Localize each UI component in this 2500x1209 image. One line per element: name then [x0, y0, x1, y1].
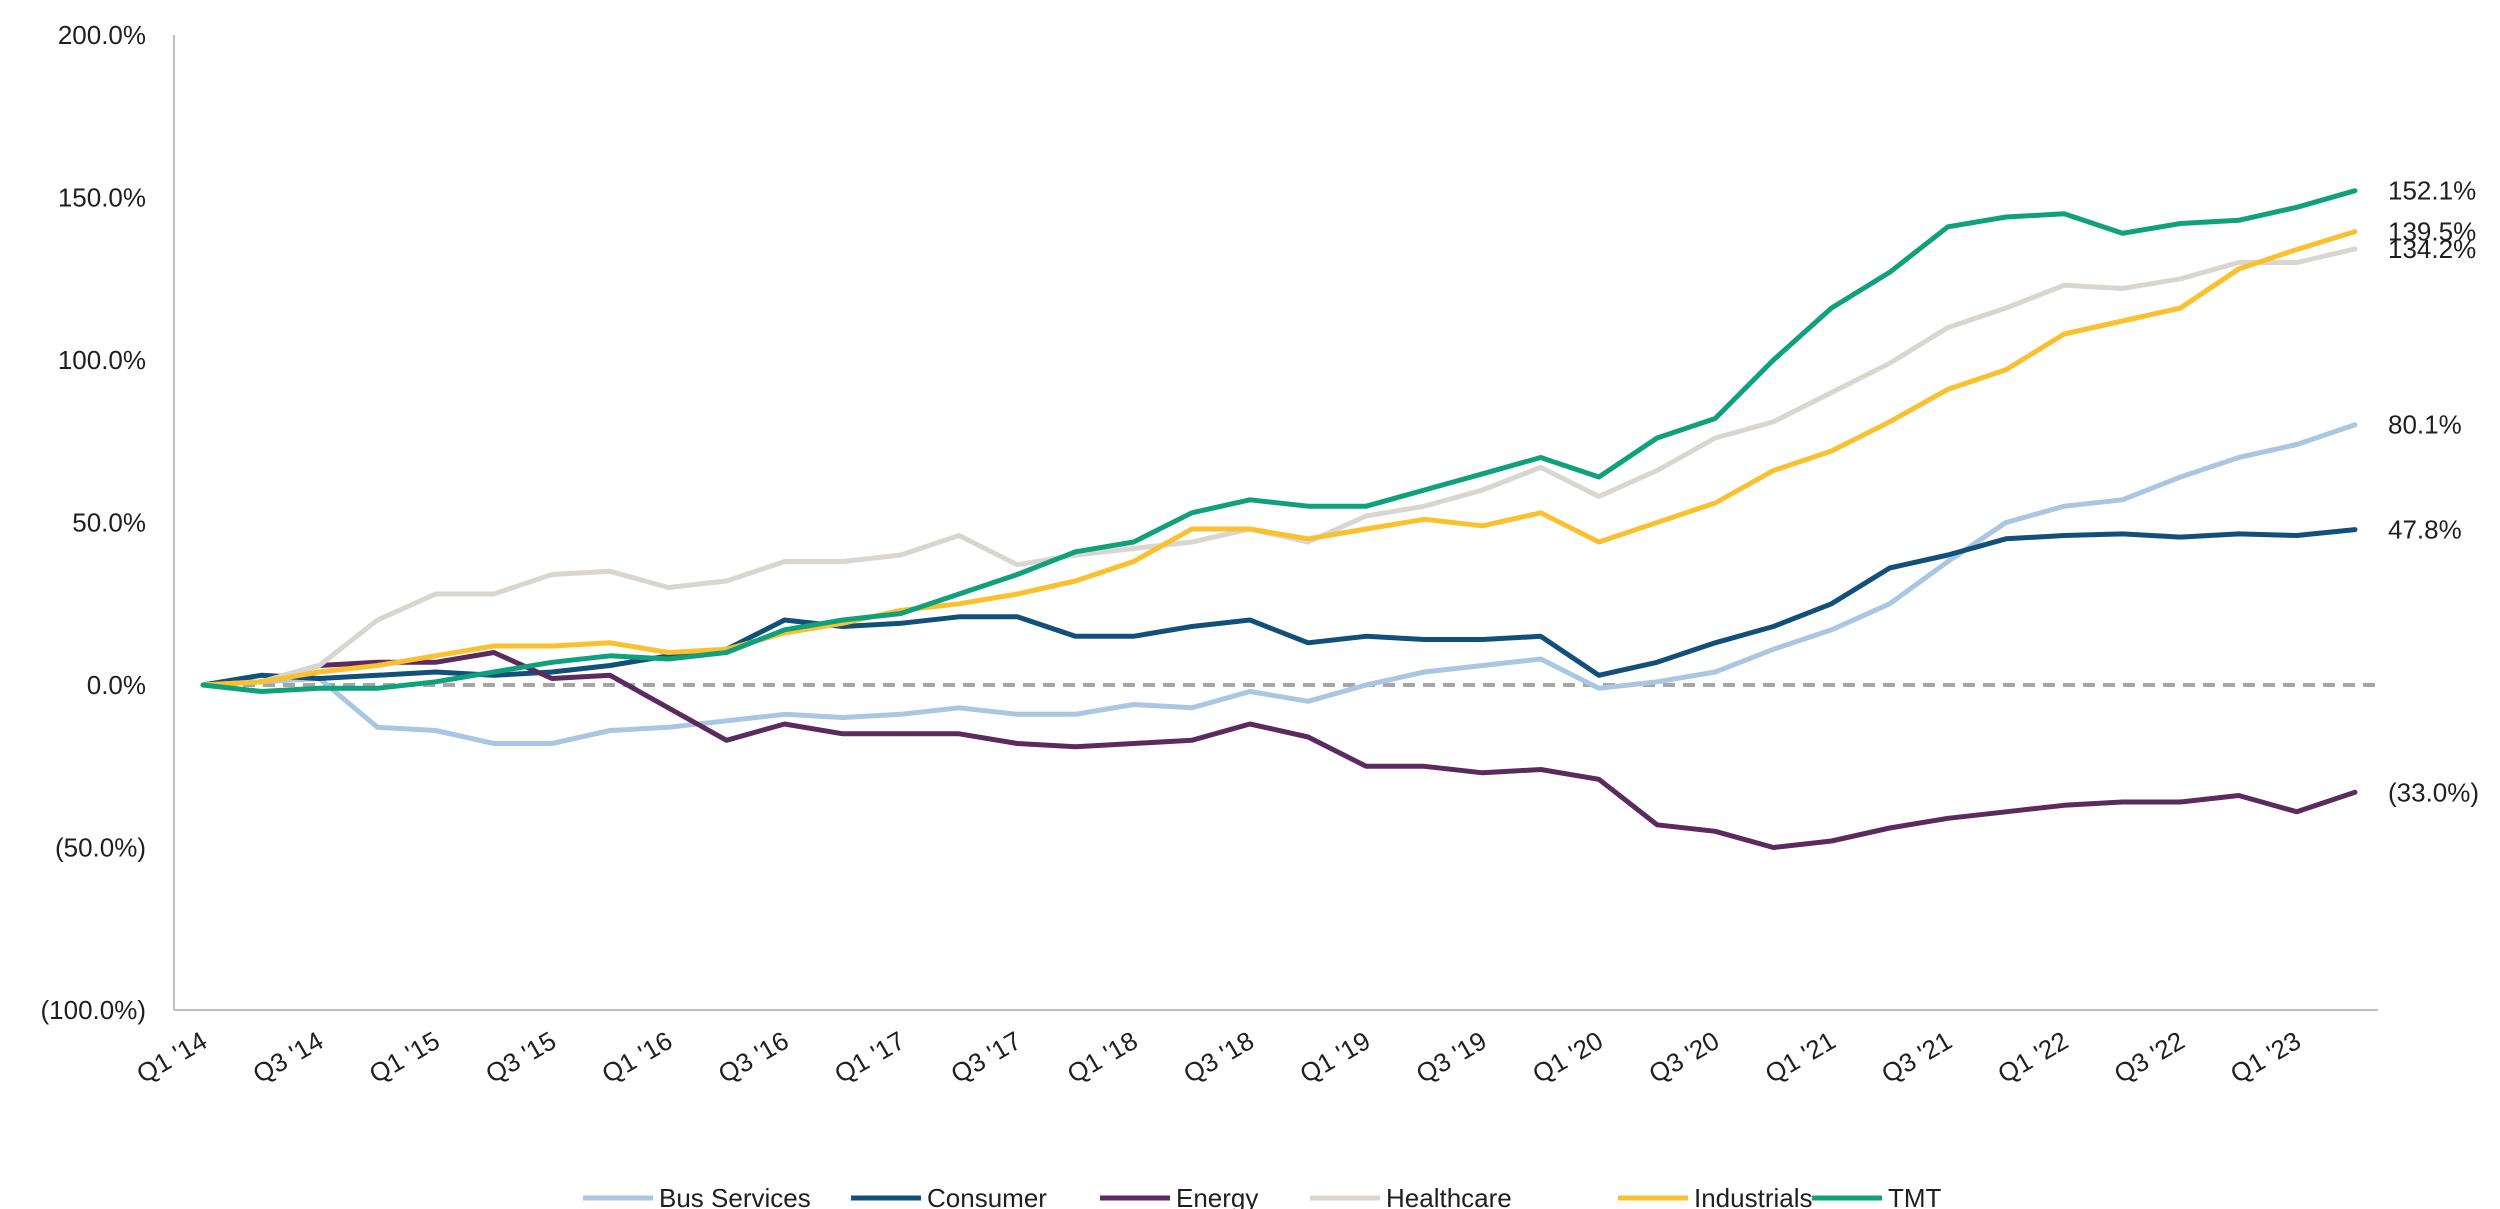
legend-label-healthcare: Healthcare — [1386, 1183, 1512, 1209]
x-tick-label: Q1 '14 — [131, 1025, 212, 1089]
x-tick-label: Q1 '20 — [1527, 1025, 1608, 1089]
x-tick-label: Q3 '20 — [1644, 1025, 1725, 1089]
end-label-consumer: 47.8% — [2388, 515, 2462, 545]
y-tick-label: 150.0% — [58, 183, 146, 213]
x-tick-label: Q3 '17 — [946, 1025, 1027, 1089]
x-tick-labels: Q1 '14 Q3 '14 Q1 '15 Q3 '15 Q1 '16 Q3 '16 Q1 '… — [131, 1025, 2305, 1089]
x-tick-label: Q1 '19 — [1295, 1025, 1376, 1089]
y-tick-label: 200.0% — [58, 20, 146, 50]
x-tick-label: Q3 '15 — [480, 1025, 561, 1089]
x-tick-label: Q3 '18 — [1178, 1025, 1259, 1089]
end-label-industrials: 139.5% — [2388, 217, 2476, 247]
y-tick-label: (50.0%) — [55, 833, 146, 863]
end-value-labels: 80.1% 47.8% (33.0%) 134.2%139.5% 152.1% — [2388, 176, 2479, 808]
x-tick-label: Q1 '21 — [1760, 1025, 1841, 1089]
y-tick-labels: 200.0% 150.0% 100.0% 50.0% 0.0% (50.0%) (100.0… — [41, 20, 147, 1025]
end-label-energy: (33.0%) — [2388, 777, 2479, 807]
x-tick-label: Q1 '18 — [1062, 1025, 1143, 1089]
x-tick-label: Q1 '23 — [2225, 1025, 2306, 1089]
x-tick-label: Q3 '22 — [2109, 1025, 2190, 1089]
y-tick-label: 100.0% — [58, 345, 146, 375]
legend: Bus Services Consumer Energy Healthcare Indu… — [583, 1183, 1942, 1209]
series-line-bus-services — [200, 422, 2358, 746]
y-tick-label: (100.0%) — [41, 995, 147, 1025]
series-line-tmt — [200, 188, 2358, 694]
x-tick-label: Q3 '16 — [713, 1025, 794, 1089]
end-label-bus-services: 80.1% — [2388, 410, 2462, 440]
x-tick-label: Q1 '22 — [1993, 1025, 2074, 1089]
legend-label-energy: Energy — [1176, 1183, 1258, 1209]
x-tick-label: Q3 '14 — [248, 1025, 329, 1089]
end-label-healthcare: 134.2% — [2388, 234, 2476, 264]
end-label-tmt: 152.1% — [2388, 176, 2476, 206]
legend-label-tmt: TMT — [1888, 1183, 1942, 1209]
x-tick-label: Q1 '16 — [597, 1025, 678, 1089]
series-line-energy — [200, 650, 2358, 850]
y-tick-label: 50.0% — [72, 508, 146, 538]
series-line-consumer — [200, 527, 2358, 688]
legend-label-consumer: Consumer — [927, 1183, 1047, 1209]
series-lines — [200, 188, 2358, 850]
series-line-industrials — [200, 229, 2358, 688]
x-tick-label: Q1 '17 — [829, 1025, 910, 1089]
x-tick-label: Q1 '15 — [364, 1025, 445, 1089]
legend-label-bus-services: Bus Services — [659, 1183, 811, 1209]
series-line-healthcare — [200, 246, 2358, 688]
legend-label-industrials: Industrials — [1694, 1183, 1813, 1209]
x-tick-label: Q3 '19 — [1411, 1025, 1492, 1089]
y-tick-label: 0.0% — [87, 670, 146, 700]
x-tick-label: Q3 '21 — [1876, 1025, 1957, 1089]
